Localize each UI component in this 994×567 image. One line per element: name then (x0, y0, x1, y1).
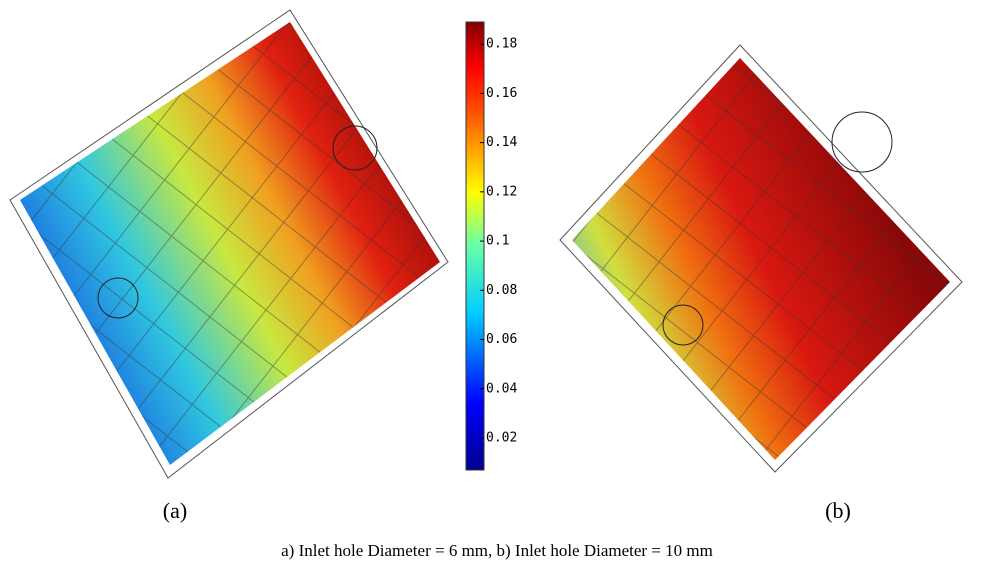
colorbar (465, 21, 485, 471)
panel-a-render (9, 9, 449, 479)
panel-label: (b) (825, 498, 851, 523)
colorbar-tick-label: 0.02 (486, 431, 517, 446)
caption: a) Inlet hole Diameter = 6 mm, b) Inlet … (281, 541, 713, 560)
colorbar-tick-label: 0.18 (486, 37, 517, 52)
colorbar-tick-label: 0.1 (486, 234, 509, 249)
colorbar-tick-label: 0.14 (486, 135, 517, 150)
colorbar-tick-label: 0.06 (486, 332, 517, 347)
panel-b-render (559, 44, 963, 473)
panel-label: (a) (163, 498, 187, 523)
colorbar-tick-label: 0.12 (486, 184, 517, 199)
colorbar-tick-label: 0.04 (486, 381, 517, 396)
colorbar-tick-label: 0.16 (486, 86, 517, 101)
colorbar-tick-label: 0.08 (486, 283, 517, 298)
